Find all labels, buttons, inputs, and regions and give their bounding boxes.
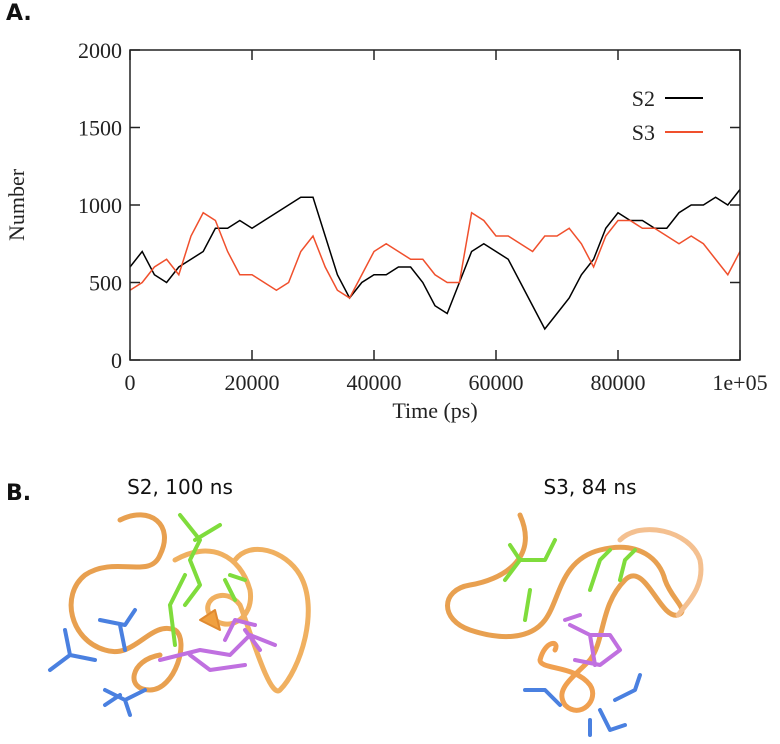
- x-tick-label: 20000: [225, 370, 280, 395]
- panel-label: B.: [6, 481, 31, 506]
- x-tick-label: 60000: [469, 370, 524, 395]
- structure-title: S3, 84 ns: [543, 475, 636, 499]
- x-tick-label: 1e+05: [712, 370, 767, 395]
- panel-label: A.: [6, 1, 32, 26]
- y-axis-label: Number: [4, 168, 29, 241]
- series-line: [129, 189, 741, 331]
- structure-s2: [48, 512, 311, 717]
- y-tick-label: 1500: [78, 116, 122, 141]
- legend-label: S2: [632, 86, 655, 111]
- structure-s3: [445, 512, 704, 737]
- y-tick-label: 500: [89, 271, 122, 296]
- x-tick-label: 0: [125, 370, 136, 395]
- plot-frame: [129, 49, 741, 361]
- x-axis-label: Time (ps): [392, 398, 477, 423]
- y-tick-label: 1000: [78, 193, 122, 218]
- x-tick-label: 40000: [347, 370, 402, 395]
- y-tick-label: 0: [111, 348, 122, 373]
- y-tick-label: 2000: [78, 38, 122, 63]
- x-tick-label: 80000: [591, 370, 646, 395]
- structure-title: S2, 100 ns: [127, 475, 233, 499]
- series-line: [129, 211, 741, 300]
- legend-label: S3: [632, 120, 655, 145]
